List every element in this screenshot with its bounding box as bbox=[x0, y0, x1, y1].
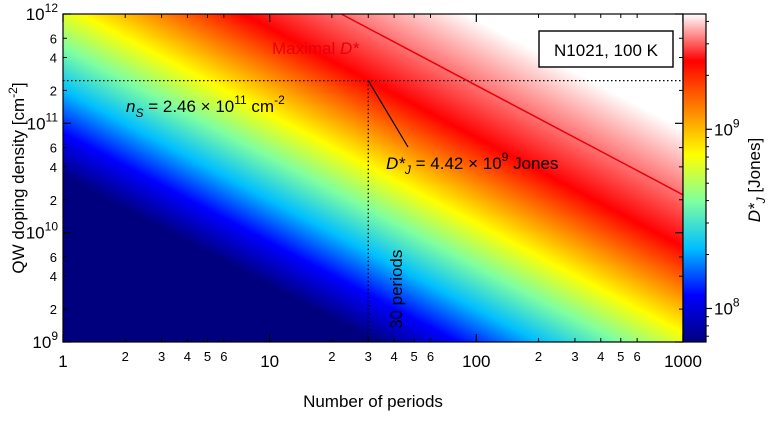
x-minor-tick-label: 5 bbox=[204, 349, 211, 364]
y-minor-tick-label: 2 bbox=[50, 83, 57, 98]
x-minor-tick-label: 2 bbox=[328, 349, 335, 364]
y-minor-tick-label: 4 bbox=[50, 269, 57, 284]
y-minor-tick-label: 4 bbox=[50, 51, 57, 66]
y-minor-tick-label: 6 bbox=[50, 141, 57, 156]
y-axis-label: QW doping density [cm-2] bbox=[6, 82, 28, 273]
y-minor-tick-label: 6 bbox=[50, 31, 57, 46]
x-axis-label: Number of periods bbox=[303, 392, 443, 411]
y-tick-label: 1012 bbox=[26, 1, 59, 24]
periods-annotation: 30 periods bbox=[387, 250, 406, 329]
x-minor-tick-label: 6 bbox=[634, 349, 641, 364]
dj-annotation: D*J = 4.42 × 109 Jones bbox=[386, 150, 558, 177]
heatmap bbox=[63, 14, 683, 342]
colorbar bbox=[682, 13, 707, 343]
x-minor-tick-label: 5 bbox=[411, 349, 418, 364]
colorbar-tick-label: 109 bbox=[714, 116, 740, 139]
ns-annotation: nS = 2.46 × 1011 cm-2 bbox=[126, 93, 285, 120]
title-box bbox=[538, 30, 674, 68]
x-minor-tick-label: 3 bbox=[158, 349, 165, 364]
x-tick-label: 1000 bbox=[664, 352, 702, 371]
maximal-d-star-line bbox=[339, 14, 683, 196]
y-minor-tick-label: 2 bbox=[50, 302, 57, 317]
y-minor-tick-label: 6 bbox=[50, 250, 57, 265]
x-minor-tick-label: 6 bbox=[427, 349, 434, 364]
x-minor-tick-label: 4 bbox=[597, 349, 604, 364]
x-tick-label: 1 bbox=[58, 352, 67, 371]
maximal-d-star-label: Maximal D* bbox=[272, 39, 360, 58]
x-minor-tick-label: 2 bbox=[535, 349, 542, 364]
colorbar-tick-label: 108 bbox=[714, 295, 740, 318]
x-minor-tick-label: 4 bbox=[184, 349, 191, 364]
x-tick-label: 100 bbox=[462, 352, 490, 371]
colorbar-axis: 108 109 bbox=[706, 20, 740, 337]
y-tick-label: 1010 bbox=[26, 220, 59, 243]
colorbar-label: D*J [Jones] bbox=[745, 138, 768, 222]
x-minor-tick-label: 2 bbox=[122, 349, 129, 364]
y-tick-label: 1011 bbox=[27, 110, 59, 133]
x-minor-tick-label: 3 bbox=[365, 349, 372, 364]
x-tick-label: 10 bbox=[260, 352, 279, 371]
title-box-text: N1021, 100 K bbox=[554, 41, 659, 60]
y-tick-label: 109 bbox=[32, 329, 58, 352]
x-minor-tick-label: 4 bbox=[390, 349, 397, 364]
y-minor-tick-label: 4 bbox=[50, 160, 57, 175]
annotation-pointer-line bbox=[367, 80, 409, 148]
y-minor-tick-label: 2 bbox=[50, 193, 57, 208]
y-axis: 109 1010 1011 1012 2 4 6 2 4 6 2 4 6 bbox=[26, 1, 683, 352]
x-minor-tick-label: 5 bbox=[617, 349, 624, 364]
x-minor-tick-label: 6 bbox=[220, 349, 227, 364]
x-minor-tick-label: 3 bbox=[571, 349, 578, 364]
